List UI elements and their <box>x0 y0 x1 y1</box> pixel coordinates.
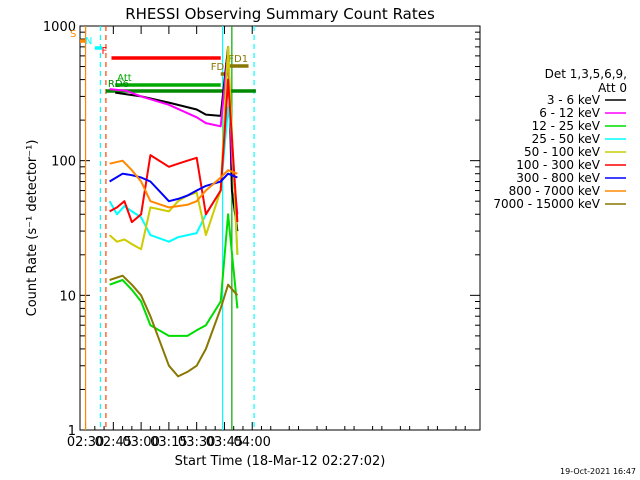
series-line-7000-15000-kev <box>109 274 239 378</box>
flag-label-f: F <box>101 46 107 57</box>
legend-label-12-25-kev: 12 - 25 keV <box>532 119 601 133</box>
flag-label-s: S <box>70 29 76 40</box>
x-axis-label: Start Time (18-Mar-12 02:27:02) <box>175 454 386 469</box>
series-line-12-25-kev <box>109 213 239 337</box>
x-tick-label: 03:00 <box>122 435 159 450</box>
x-tick-label: 02:45 <box>95 435 132 450</box>
legend-header-line2: Att 0 <box>598 81 627 95</box>
plot-frame <box>79 25 481 431</box>
y-tick-label: 1 <box>68 424 76 439</box>
legend-label-800-7000-kev: 800 - 7000 keV <box>509 184 601 198</box>
y-tick-label: 1000 <box>43 20 76 35</box>
flag-label-att: Att <box>117 73 132 84</box>
flag-label-rd6: RD6 <box>108 79 129 90</box>
flag-label-n: N <box>85 36 92 47</box>
legend-label-300-800-kev: 300 - 800 keV <box>516 171 600 185</box>
flag-label-fd1: FD1 <box>228 54 248 65</box>
y-axis-label: Count Rate (s⁻¹ detector⁻¹) <box>25 140 40 317</box>
legend-label-7000-15000-kev: 7000 - 15000 keV <box>493 197 600 211</box>
legend-label-50-100-kev: 50 - 100 keV <box>524 145 601 159</box>
y-tick-label: 100 <box>51 155 76 170</box>
legend-header-line1: Det 1,3,5,6,9, <box>545 67 627 81</box>
series-line-300-800-kev <box>109 172 238 203</box>
y-tick-label: 10 <box>59 289 76 304</box>
series-line-100-300-kev <box>109 78 239 224</box>
chart-title: RHESSI Observing Summary Count Rates <box>125 5 435 23</box>
legend-label-3-6-kev: 3 - 6 keV <box>547 93 601 107</box>
generation-timestamp: 19-Oct-2021 16:47 <box>560 467 636 476</box>
x-tick-label: 03:15 <box>150 435 187 450</box>
flag-label-fd2: FD2 <box>211 62 231 73</box>
legend-label-25-50-kev: 25 - 50 keV <box>532 132 601 146</box>
legend-label-6-12-kev: 6 - 12 keV <box>539 106 601 120</box>
series-line-800-7000-kev <box>109 159 238 209</box>
x-tick-label: 03:30 <box>178 435 215 450</box>
legend-label-100-300-kev: 100 - 300 keV <box>516 158 600 172</box>
x-tick-label: 04:00 <box>233 435 270 450</box>
x-tick-label: 03:45 <box>206 435 243 450</box>
x-tick-label: 02:30 <box>67 435 104 450</box>
